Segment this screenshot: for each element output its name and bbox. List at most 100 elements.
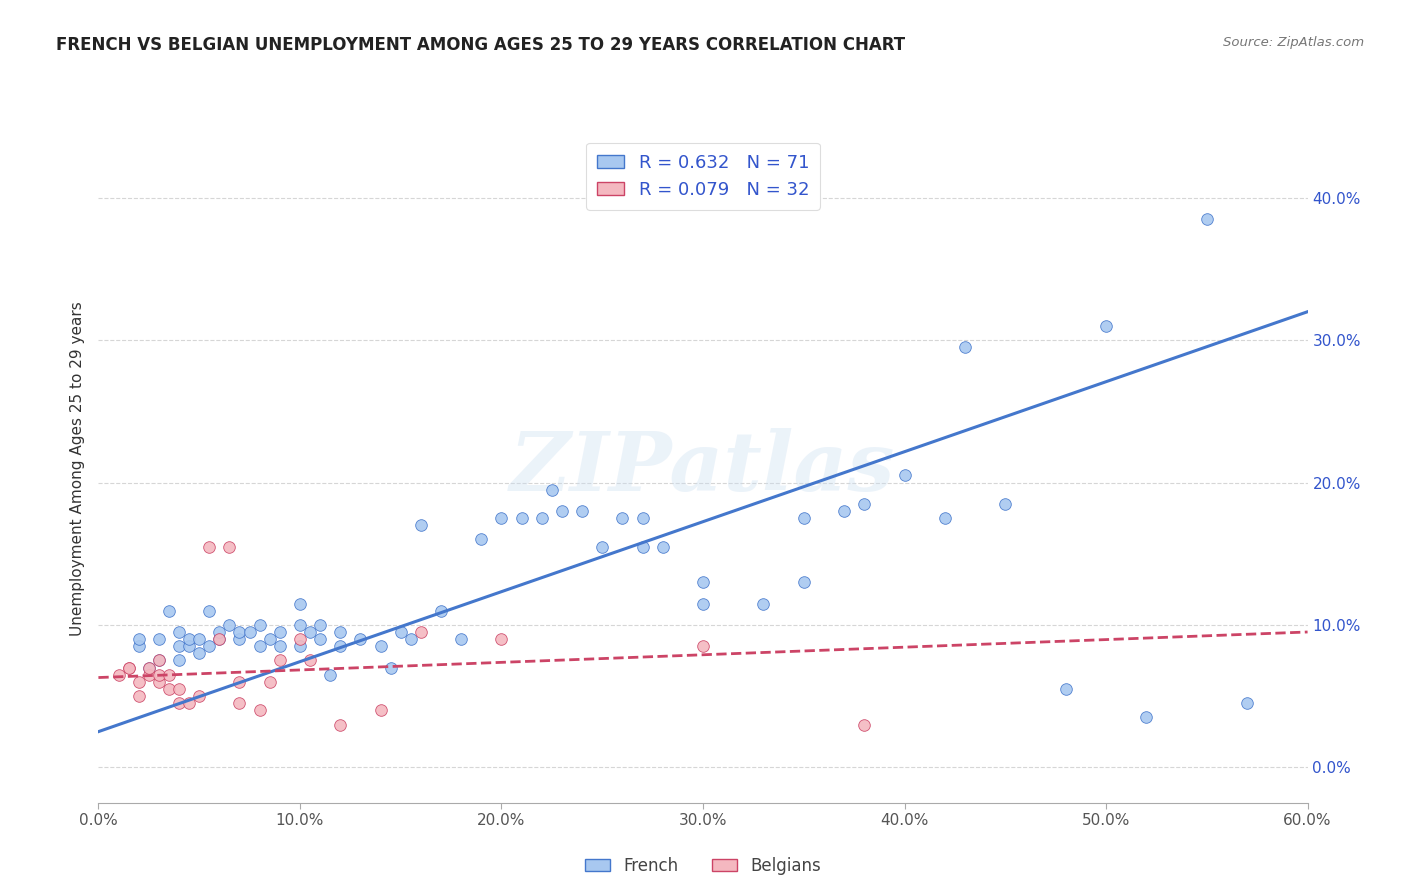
Text: FRENCH VS BELGIAN UNEMPLOYMENT AMONG AGES 25 TO 29 YEARS CORRELATION CHART: FRENCH VS BELGIAN UNEMPLOYMENT AMONG AGE… [56,36,905,54]
Point [329,717,352,731]
Point [157,681,180,696]
Point [631,511,654,525]
Point [380,660,402,674]
Point [188,632,211,646]
Point [198,540,221,554]
Point [138,660,160,674]
Point [893,468,915,483]
Point [288,618,311,632]
Point [491,632,513,646]
Point [329,639,352,653]
Point [148,653,170,667]
Point [167,625,190,640]
Point [832,504,855,518]
Text: Source: ZipAtlas.com: Source: ZipAtlas.com [1223,36,1364,49]
Point [288,597,311,611]
Point [651,540,673,554]
Y-axis label: Unemployment Among Ages 25 to 29 years: Unemployment Among Ages 25 to 29 years [70,301,86,636]
Point [269,639,291,653]
Point [1095,318,1118,333]
Point [309,632,332,646]
Point [571,504,593,518]
Point [259,674,281,689]
Point [934,511,956,525]
Point [107,667,129,681]
Point [138,660,160,674]
Point [631,540,654,554]
Point [148,667,170,681]
Point [148,632,170,646]
Point [188,689,211,703]
Point [319,667,342,681]
Point [370,639,392,653]
Point [157,667,180,681]
Point [239,625,262,640]
Point [399,632,422,646]
Point [148,653,170,667]
Point [288,632,311,646]
Point [793,511,815,525]
Point [1195,212,1218,227]
Point [249,639,271,653]
Point [228,696,250,710]
Point [370,703,392,717]
Point [1135,710,1157,724]
Point [118,660,141,674]
Point [530,511,553,525]
Point [259,632,281,646]
Point [208,632,231,646]
Point [218,540,240,554]
Point [179,632,201,646]
Point [692,639,714,653]
Point [853,497,876,511]
Point [612,511,634,525]
Point [167,653,190,667]
Point [128,689,150,703]
Point [228,632,250,646]
Point [409,518,432,533]
Point [329,625,352,640]
Text: ZIPatlas: ZIPatlas [510,428,896,508]
Point [491,511,513,525]
Point [309,618,332,632]
Point [752,597,775,611]
Point [591,540,613,554]
Legend: French, Belgians: French, Belgians [578,850,828,881]
Point [953,340,976,354]
Point [208,625,231,640]
Point [692,575,714,590]
Point [1054,681,1077,696]
Point [269,625,291,640]
Point [249,703,271,717]
Point [470,533,492,547]
Point [228,625,250,640]
Point [853,717,876,731]
Point [299,625,322,640]
Point [409,625,432,640]
Point [148,674,170,689]
Point [208,632,231,646]
Point [198,639,221,653]
Point [128,632,150,646]
Point [793,575,815,590]
Point [179,639,201,653]
Point [179,696,201,710]
Point [994,497,1017,511]
Point [450,632,472,646]
Point [138,667,160,681]
Point [198,604,221,618]
Point [389,625,412,640]
Point [692,597,714,611]
Point [269,653,291,667]
Point [228,674,250,689]
Point [157,604,180,618]
Point [249,618,271,632]
Point [430,604,453,618]
Point [1236,696,1258,710]
Point [349,632,371,646]
Point [167,639,190,653]
Point [118,660,141,674]
Point [541,483,564,497]
Point [299,653,322,667]
Point [551,504,574,518]
